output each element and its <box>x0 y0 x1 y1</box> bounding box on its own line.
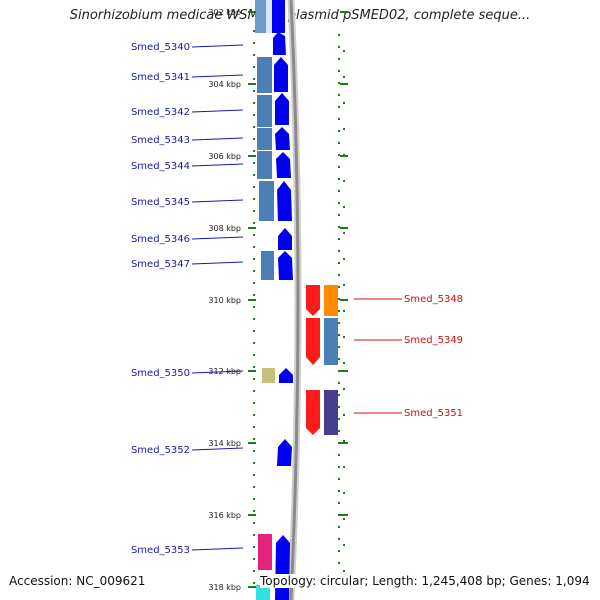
gene-label[interactable]: Smed_5342 <box>131 107 190 118</box>
gene-leader-line <box>191 137 244 141</box>
gene-leader-line <box>191 236 244 240</box>
gene-label[interactable]: Smed_5351 <box>404 408 463 419</box>
cds-5347 <box>261 251 274 280</box>
gene-arrow-5348 <box>306 285 320 316</box>
cds-bottom-cyan <box>256 585 270 600</box>
gene-arrow-5343 <box>275 127 290 150</box>
left-gene-labels: Smed_5340 Smed_5341 Smed_5342 Smed_5343 Smed… <box>131 42 244 556</box>
gene-label[interactable]: Smed_5341 <box>131 72 190 83</box>
gene-label[interactable]: Smed_5345 <box>131 197 190 208</box>
accession-text: Accession: NC_009621 <box>9 574 146 588</box>
gene-label[interactable]: Smed_5343 <box>131 135 190 146</box>
gene-arrow-5353 <box>275 535 290 600</box>
cds-5349 <box>324 318 338 365</box>
ruler-label: 302 kbp <box>208 8 241 17</box>
cds-5344 <box>257 151 272 179</box>
cds-5345 <box>259 181 274 221</box>
cds-5353 <box>258 534 272 570</box>
feature-top-lightblue <box>266 0 272 33</box>
gene-arrow-5351 <box>306 390 320 435</box>
gene-arrow-5345 <box>277 181 292 221</box>
right-gene-labels: Smed_5348 Smed_5349 Smed_5351 <box>354 294 463 419</box>
gene-label[interactable]: Smed_5349 <box>404 335 463 346</box>
gene-leader-line <box>191 109 244 113</box>
ruler-label: 308 kbp <box>208 224 241 233</box>
gene-label[interactable]: Smed_5340 <box>131 42 190 53</box>
gene-arrow-5344 <box>276 152 291 178</box>
gene-label[interactable]: Smed_5346 <box>131 234 190 245</box>
gene-arrow-5347 <box>278 251 293 280</box>
gene-label[interactable]: Smed_5352 <box>131 445 190 456</box>
cds-5343 <box>257 128 272 150</box>
gene-arrow-5342 <box>275 93 289 125</box>
cds-5350 <box>262 368 275 383</box>
cds-5341 <box>257 57 272 93</box>
ruler-label: 304 kbp <box>208 80 241 89</box>
ruler-label: 310 kbp <box>208 296 241 305</box>
gene-label[interactable]: Smed_5348 <box>404 294 463 305</box>
backbone-line <box>289 0 300 600</box>
gene-label[interactable]: Smed_5344 <box>131 161 190 172</box>
gene-leader-line <box>191 447 244 451</box>
gene-leader-line <box>191 74 244 78</box>
cds-5351 <box>324 390 338 435</box>
gene-leader-line <box>191 547 244 551</box>
gene-leader-line <box>191 370 244 374</box>
gene-label[interactable]: Smed_5350 <box>131 368 190 379</box>
gene-leader-line <box>191 199 244 203</box>
feature-arrow-top-blue <box>272 0 285 33</box>
gene-arrow-5340 <box>273 32 286 55</box>
cds-5342 <box>257 95 272 127</box>
left-track-steelblue <box>256 57 275 600</box>
feature-block-top-steelblue <box>255 0 269 33</box>
right-track-genes <box>306 285 338 435</box>
topology-text: Topology: circular; Length: 1,245,408 bp… <box>260 574 590 588</box>
ruler-label: 306 kbp <box>208 152 241 161</box>
gene-leader-line <box>191 163 244 167</box>
gene-arrow-5352 <box>277 439 292 466</box>
gene-arrow-5341 <box>274 57 288 92</box>
gene-label[interactable]: Smed_5353 <box>131 545 190 556</box>
gene-arrow-5349 <box>306 318 320 365</box>
gene-arrow-5346 <box>278 228 292 250</box>
ruler-label: 314 kbp <box>208 439 241 448</box>
ruler-label: 316 kbp <box>208 511 241 520</box>
map-title: Sinorhizobium medicae WSM419 plasmid pSM… <box>69 8 531 23</box>
gene-leader-line <box>191 261 244 265</box>
gene-label[interactable]: Smed_5347 <box>131 259 190 270</box>
gene-leader-line <box>191 44 244 48</box>
gene-arrow-5350 <box>279 368 293 383</box>
left-track-gene-arrows <box>273 32 293 600</box>
cds-5348 <box>324 285 338 316</box>
ruler-label: 318 kbp <box>208 583 241 592</box>
